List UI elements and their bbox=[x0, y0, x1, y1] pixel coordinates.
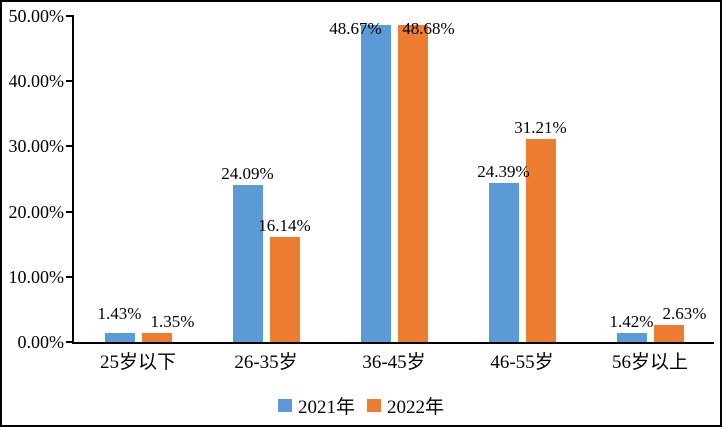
y-axis-tick-label: 30.00% bbox=[8, 136, 65, 157]
legend: 2021年 2022年 bbox=[2, 392, 720, 419]
data-label: 48.67% bbox=[329, 19, 382, 38]
y-axis-tick-label: 20.00% bbox=[8, 201, 65, 222]
bar bbox=[488, 182, 519, 342]
data-label: 24.09% bbox=[221, 163, 274, 183]
legend-swatch bbox=[277, 399, 292, 412]
legend-label: 2022年 bbox=[387, 397, 445, 418]
bar bbox=[360, 24, 391, 342]
x-axis-category-label: 25岁以下 bbox=[99, 352, 177, 373]
legend-label: 2021年 bbox=[297, 397, 355, 418]
bar bbox=[104, 332, 135, 342]
y-axis-tick-label: 50.00% bbox=[8, 6, 65, 26]
data-label: 2.63% bbox=[662, 303, 707, 323]
data-label: 1.42% bbox=[609, 311, 654, 331]
legend-item: 2022年 bbox=[367, 392, 444, 419]
x-axis-category-label: 46-55岁 bbox=[490, 352, 554, 373]
bar bbox=[232, 184, 263, 342]
y-axis-tick-label: 10.00% bbox=[8, 266, 65, 287]
y-axis-tick bbox=[66, 145, 74, 148]
bar bbox=[269, 236, 300, 342]
legend-swatch bbox=[367, 399, 381, 412]
data-label: 48.68% bbox=[402, 19, 455, 38]
data-label: 31.21% bbox=[514, 117, 567, 137]
y-axis-tick-label: 0.00% bbox=[17, 332, 65, 352]
x-axis-category-label: 56岁以上 bbox=[611, 352, 689, 373]
data-label: 16.14% bbox=[258, 215, 311, 235]
data-label: 24.39% bbox=[477, 161, 530, 181]
x-axis-category-label: 36-45岁 bbox=[362, 352, 426, 373]
y-axis-tick bbox=[66, 210, 74, 213]
bar bbox=[525, 138, 556, 342]
bar bbox=[653, 324, 684, 342]
bar bbox=[397, 24, 428, 342]
y-axis-tick bbox=[66, 15, 74, 17]
data-label: 1.43% bbox=[97, 303, 142, 323]
legend-item: 2021年 bbox=[277, 392, 355, 419]
data-label: 1.35% bbox=[150, 312, 195, 332]
y-axis-tick bbox=[66, 341, 74, 343]
bar bbox=[141, 333, 172, 342]
y-axis-tick bbox=[66, 275, 74, 278]
x-axis-category-label: 26-35岁 bbox=[234, 352, 298, 373]
y-axis-tick bbox=[66, 80, 74, 83]
x-axis-line bbox=[72, 342, 714, 344]
bar bbox=[616, 332, 647, 342]
y-axis-tick-label: 40.00% bbox=[8, 71, 65, 92]
y-axis-line bbox=[72, 16, 74, 344]
